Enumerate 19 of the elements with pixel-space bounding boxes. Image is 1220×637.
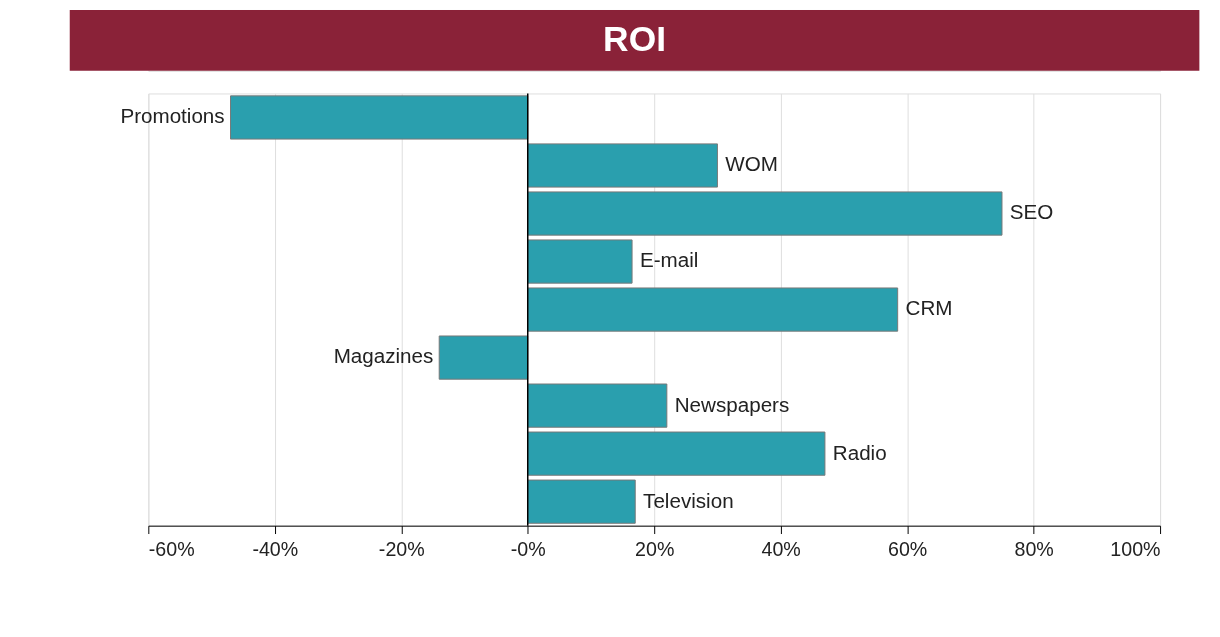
y-tick-label: Magazines [333, 344, 434, 368]
x-tick-label: -0% [510, 537, 546, 560]
y-tick-label: WOM [725, 152, 778, 176]
y-tick-label: CRM [905, 296, 953, 320]
y-tick-label: E-mail [639, 248, 699, 272]
x-tick-label: -20% [378, 537, 425, 560]
y-tick-label: Television [643, 488, 734, 512]
x-tick-label: 100% [1110, 537, 1161, 560]
chart-title: ROI [603, 19, 666, 59]
x-tick-label: 20% [635, 537, 675, 560]
y-tick-label: SEO [1009, 200, 1054, 224]
y-tick-label: Radio [832, 440, 887, 464]
x-tick-label: 40% [761, 537, 801, 560]
x-tick-label: -60% [148, 537, 195, 560]
x-tick-label: -40% [252, 537, 299, 560]
x-tick-label: 80% [1014, 537, 1054, 560]
y-tick-label: Promotions [120, 104, 225, 128]
x-tick-label: 60% [887, 537, 928, 560]
y-tick-label: Newspapers [674, 392, 790, 416]
